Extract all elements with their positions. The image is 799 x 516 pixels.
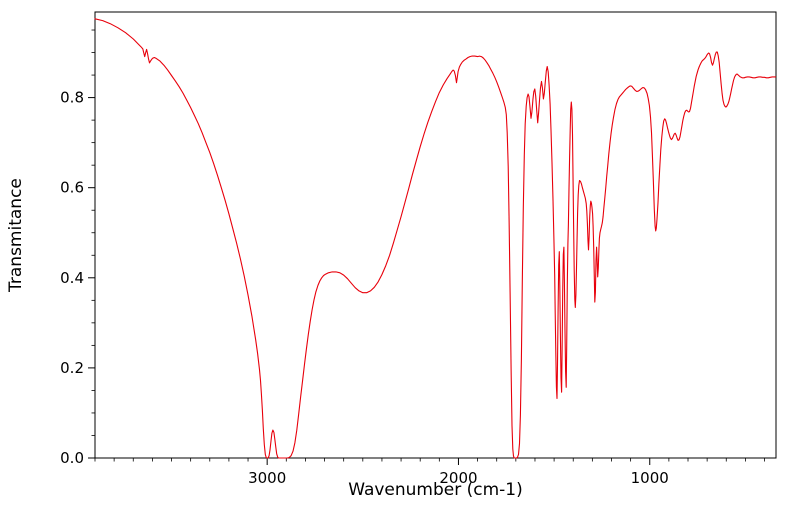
y-tick-label: 0.4	[60, 269, 84, 287]
y-axis-label: Transmitance	[6, 178, 26, 292]
x-tick-label: 2000	[439, 469, 477, 487]
spectrum-line	[94, 18, 777, 459]
y-tick-label: 0.2	[60, 359, 84, 377]
y-tick-label: 0.0	[60, 449, 84, 467]
y-tick-label: 0.8	[60, 89, 84, 107]
x-tick-label: 3000	[248, 469, 286, 487]
x-axis-label: Wavenumber (cm-1)	[348, 480, 523, 500]
x-tick-label: 1000	[631, 469, 669, 487]
plot-frame	[94, 11, 777, 459]
y-tick-label: 0.6	[60, 179, 84, 197]
